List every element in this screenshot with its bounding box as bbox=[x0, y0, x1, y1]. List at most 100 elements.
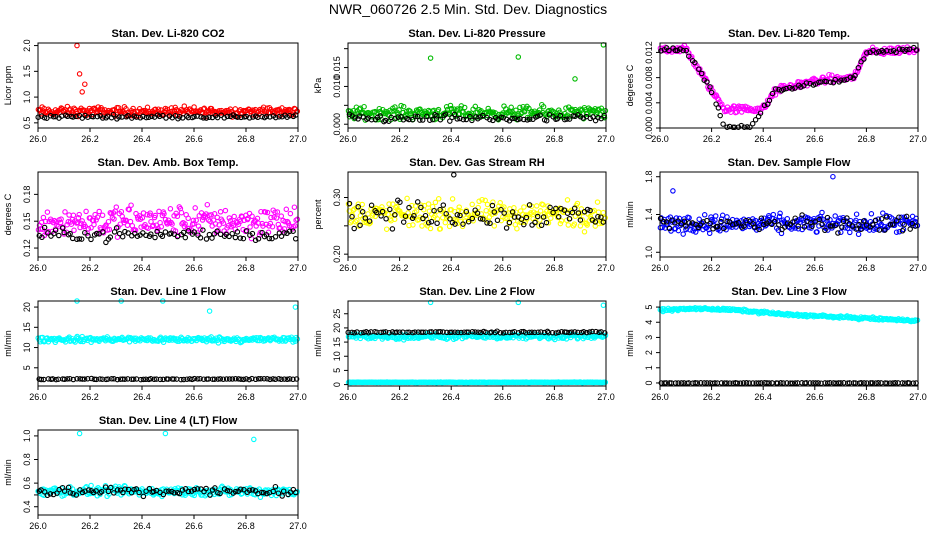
data-point bbox=[830, 380, 837, 386]
data-point bbox=[540, 103, 547, 110]
data-point bbox=[600, 209, 607, 216]
data-point bbox=[157, 376, 164, 383]
data-point bbox=[241, 486, 247, 493]
data-point bbox=[149, 486, 155, 492]
data-point bbox=[191, 492, 198, 499]
y-tick-label: 10 bbox=[332, 351, 342, 361]
data-point bbox=[683, 223, 689, 229]
data-point bbox=[675, 218, 681, 224]
data-point bbox=[420, 329, 426, 335]
data-point bbox=[435, 106, 442, 113]
data-point bbox=[718, 380, 725, 386]
data-point bbox=[707, 84, 713, 90]
data-point bbox=[432, 199, 439, 206]
data-point bbox=[812, 380, 819, 386]
data-point bbox=[847, 74, 854, 81]
x-tick-label: 26.0 bbox=[651, 134, 669, 144]
x-tick-label: 26.2 bbox=[391, 392, 409, 402]
y-tick-label: 0.18 bbox=[22, 186, 32, 204]
data-point bbox=[599, 220, 605, 227]
data-point bbox=[686, 215, 692, 221]
data-point bbox=[185, 488, 192, 495]
data-point bbox=[105, 376, 111, 382]
data-point bbox=[873, 380, 879, 386]
data-point bbox=[460, 109, 466, 115]
data-point bbox=[229, 230, 235, 237]
data-point bbox=[692, 229, 699, 235]
data-point bbox=[874, 226, 880, 232]
data-point bbox=[193, 217, 199, 224]
data-point bbox=[602, 330, 608, 336]
data-point bbox=[841, 380, 847, 386]
data-point bbox=[454, 106, 461, 112]
data-point bbox=[858, 59, 864, 65]
data-point bbox=[224, 487, 231, 494]
data-point bbox=[153, 376, 160, 382]
data-points bbox=[657, 173, 921, 238]
data-point bbox=[365, 211, 371, 217]
data-point bbox=[780, 86, 787, 93]
data-point bbox=[853, 211, 860, 217]
data-point bbox=[149, 113, 155, 120]
data-point bbox=[383, 216, 389, 222]
y-tick-label: 1 bbox=[644, 365, 654, 370]
data-point bbox=[395, 114, 401, 120]
data-point bbox=[501, 210, 507, 216]
data-point bbox=[518, 216, 525, 222]
data-point bbox=[864, 50, 870, 56]
data-point bbox=[255, 376, 262, 382]
data-point bbox=[457, 115, 463, 122]
data-point bbox=[855, 231, 862, 238]
data-point bbox=[207, 492, 213, 498]
data-point bbox=[766, 380, 772, 386]
data-point bbox=[463, 116, 470, 123]
x-tick-label: 26.4 bbox=[442, 134, 460, 144]
data-point bbox=[526, 105, 532, 112]
data-point bbox=[368, 206, 374, 212]
data-point bbox=[108, 376, 115, 382]
data-point bbox=[145, 114, 152, 121]
data-point bbox=[724, 124, 730, 130]
data-point bbox=[358, 330, 364, 336]
data-point bbox=[215, 376, 221, 382]
data-point bbox=[724, 214, 730, 220]
data-point bbox=[260, 489, 267, 496]
data-point bbox=[469, 201, 475, 208]
data-point bbox=[661, 380, 668, 386]
data-point bbox=[771, 218, 778, 225]
data-point bbox=[437, 206, 443, 213]
data-point bbox=[191, 113, 197, 120]
data-point bbox=[96, 208, 102, 215]
data-point bbox=[145, 225, 151, 231]
data-point bbox=[838, 77, 844, 84]
data-point bbox=[225, 223, 232, 229]
data-point bbox=[143, 488, 149, 494]
data-point bbox=[140, 376, 147, 383]
data-point bbox=[784, 216, 791, 222]
data-point bbox=[362, 215, 369, 221]
data-point bbox=[440, 215, 446, 221]
y-tick-label: 25 bbox=[332, 309, 342, 319]
y-tick-label: 0.8 bbox=[22, 453, 32, 466]
x-tick-label: 26.8 bbox=[237, 521, 255, 531]
data-point bbox=[105, 218, 112, 225]
data-point bbox=[180, 376, 187, 383]
data-point bbox=[278, 233, 285, 239]
data-point bbox=[864, 380, 870, 386]
data-point bbox=[150, 488, 157, 495]
data-point bbox=[390, 201, 396, 207]
data-point bbox=[91, 376, 98, 383]
data-point bbox=[781, 224, 788, 230]
y-tick-label: 1.4 bbox=[644, 208, 654, 221]
data-point bbox=[146, 485, 153, 492]
data-point bbox=[78, 236, 85, 242]
data-point bbox=[354, 217, 360, 224]
data-point bbox=[182, 234, 189, 241]
data-point bbox=[267, 376, 273, 383]
data-point bbox=[849, 223, 856, 229]
data-point bbox=[47, 491, 54, 497]
data-point bbox=[247, 224, 253, 230]
x-tick-label: 26.4 bbox=[754, 134, 772, 144]
data-point bbox=[537, 208, 544, 214]
data-point bbox=[484, 201, 491, 208]
